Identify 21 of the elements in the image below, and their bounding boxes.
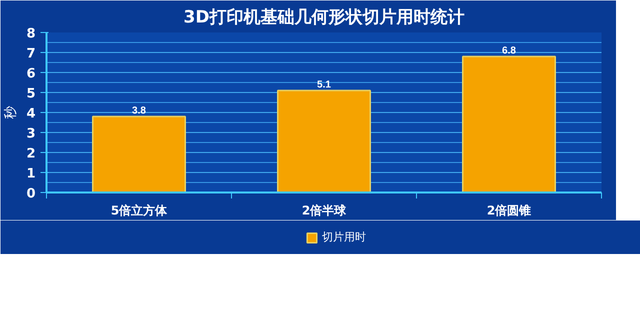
x-tick-label: 2倍圆锥 — [486, 204, 532, 218]
legend-label: 切片用时 — [322, 230, 366, 244]
y-tick-label: 3 — [26, 126, 36, 142]
bar — [462, 56, 556, 192]
y-tick-label: 8 — [26, 26, 36, 42]
y-tick-label: 5 — [26, 86, 36, 102]
bar — [277, 90, 371, 192]
y-tick-label: 7 — [26, 46, 36, 62]
chart-title: 3D打印机基础几何形状切片用时统计 — [184, 8, 464, 28]
y-axis-title: 秒 — [3, 106, 18, 119]
bar — [92, 116, 186, 192]
x-tick-label: 5倍立方体 — [110, 204, 168, 218]
y-tick-label: 0 — [26, 186, 36, 202]
y-tick-label: 6 — [26, 66, 36, 82]
data-label: 3.8 — [132, 106, 146, 116]
data-label: 5.1 — [317, 80, 332, 90]
y-tick-label: 1 — [26, 166, 36, 182]
y-tick-label: 4 — [26, 106, 36, 122]
x-tick-label: 2倍半球 — [302, 204, 348, 218]
y-tick-label: 2 — [26, 146, 36, 162]
data-label: 6.8 — [502, 46, 516, 56]
